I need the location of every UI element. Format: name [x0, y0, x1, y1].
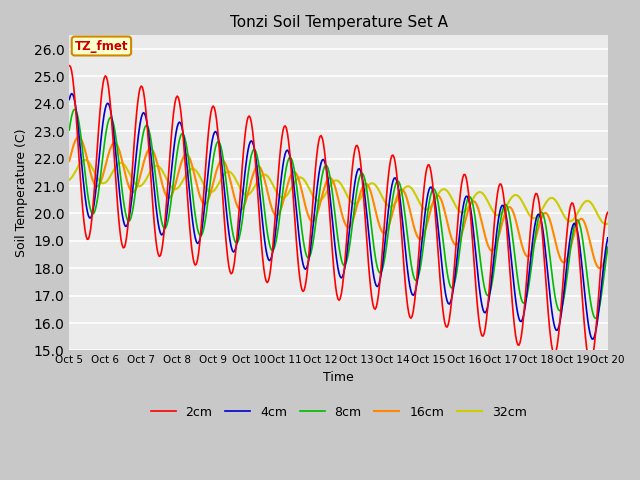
8cm	[368, 226, 376, 232]
2cm	[586, 360, 594, 366]
8cm	[462, 202, 470, 208]
Y-axis label: Soil Temperature (C): Soil Temperature (C)	[15, 129, 28, 257]
16cm	[294, 173, 301, 179]
8cm	[556, 308, 563, 313]
16cm	[462, 215, 470, 220]
8cm	[294, 190, 301, 196]
X-axis label: Time: Time	[323, 371, 354, 384]
32cm	[368, 180, 376, 186]
8cm	[65, 127, 73, 133]
2cm	[367, 284, 374, 290]
32cm	[604, 221, 612, 227]
4cm	[368, 259, 376, 264]
Line: 8cm: 8cm	[69, 109, 608, 318]
Line: 32cm: 32cm	[69, 160, 608, 224]
Line: 16cm: 16cm	[69, 137, 608, 268]
32cm	[602, 221, 609, 227]
32cm	[65, 177, 73, 183]
Legend: 2cm, 4cm, 8cm, 16cm, 32cm: 2cm, 4cm, 8cm, 16cm, 32cm	[145, 401, 531, 424]
16cm	[394, 192, 401, 198]
2cm	[461, 172, 469, 178]
Line: 2cm: 2cm	[69, 66, 608, 363]
8cm	[71, 107, 79, 112]
16cm	[556, 253, 563, 259]
8cm	[604, 244, 612, 250]
8cm	[394, 178, 401, 184]
4cm	[604, 235, 612, 240]
4cm	[65, 96, 73, 102]
16cm	[604, 246, 612, 252]
16cm	[234, 204, 242, 210]
32cm	[462, 207, 470, 213]
2cm	[604, 209, 612, 215]
32cm	[294, 176, 301, 181]
Text: TZ_fmet: TZ_fmet	[75, 39, 128, 52]
32cm	[556, 204, 563, 210]
4cm	[68, 91, 76, 96]
4cm	[556, 322, 563, 327]
2cm	[233, 237, 241, 242]
16cm	[74, 134, 82, 140]
2cm	[392, 168, 400, 174]
8cm	[591, 315, 599, 321]
Title: Tonzi Soil Temperature Set A: Tonzi Soil Temperature Set A	[230, 15, 447, 30]
4cm	[394, 181, 401, 187]
Line: 4cm: 4cm	[69, 94, 608, 339]
16cm	[368, 192, 376, 198]
2cm	[65, 63, 73, 69]
32cm	[234, 181, 242, 187]
4cm	[234, 234, 242, 240]
4cm	[294, 218, 301, 224]
32cm	[81, 157, 89, 163]
4cm	[462, 193, 470, 199]
32cm	[394, 197, 401, 203]
2cm	[292, 238, 300, 244]
16cm	[596, 265, 604, 271]
4cm	[589, 336, 597, 342]
2cm	[554, 335, 562, 340]
16cm	[65, 158, 73, 164]
8cm	[234, 239, 242, 245]
